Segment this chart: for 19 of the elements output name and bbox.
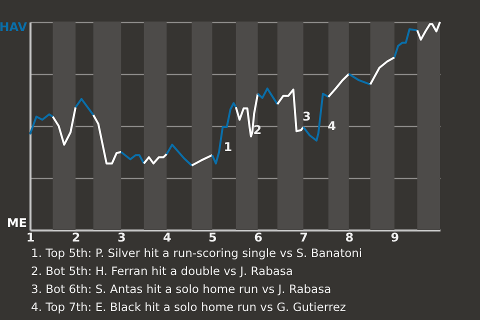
x-tick-label: 4 [162, 230, 172, 244]
annotation: 4 [328, 119, 336, 133]
x-tick-label: 9 [390, 230, 400, 244]
text: 4. Top 7th: E. Black hit a solo home run vs G. Gutierrez [31, 299, 347, 316]
text: 3. Bot 6th: S. Antas hit a solo home run vs J. Rabasa [31, 281, 332, 298]
annotation: 3 [302, 110, 311, 124]
x-tick-label: 3 [117, 230, 126, 244]
annotation: 1 [224, 140, 232, 154]
text: HAV [0, 20, 28, 34]
x-tick-label: 1 [26, 230, 35, 244]
x-tick-label: 7 [300, 230, 308, 244]
annotation: 2 [253, 123, 262, 138]
text: 2. Bot 5th: H. Ferran hit a double vs J. Rabasa [31, 263, 294, 280]
text: 1. Top 5th: P. Silver hit a run-scoring single vs S. Banatoni [31, 245, 362, 262]
x-tick-label: 2 [72, 230, 80, 244]
text: ME [6, 216, 27, 230]
x-tick-label: 8 [345, 230, 354, 244]
x-tick-label: 6 [254, 230, 262, 244]
x-tick-label: 5 [208, 230, 217, 244]
